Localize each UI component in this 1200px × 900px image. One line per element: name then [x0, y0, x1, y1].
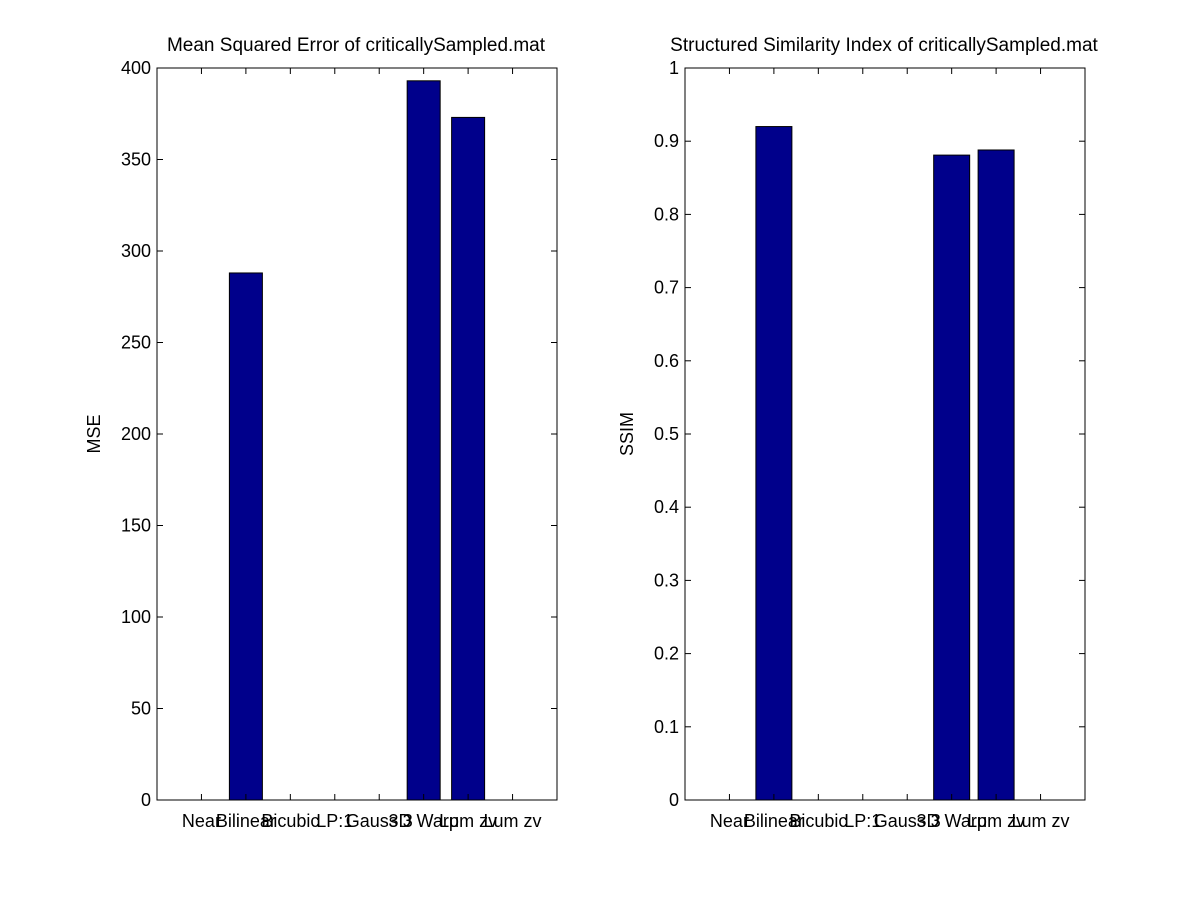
chart-title: Structured Similarity Index of criticall…	[670, 35, 1098, 56]
y-tick-label: 400	[121, 58, 151, 78]
y-tick-label: 300	[121, 241, 151, 261]
x-tick-label: LP:1	[316, 811, 353, 831]
y-tick-label: 1	[669, 58, 679, 78]
x-tick-label: 3D Warp	[388, 811, 458, 831]
plot-area-frame	[156, 67, 558, 801]
y-tick-label: 0.2	[654, 644, 679, 664]
chart-title: Mean Squared Error of criticallySampled.…	[167, 35, 546, 56]
y-tick-label: 0.1	[654, 717, 679, 737]
bar-lum-zv	[977, 149, 1015, 801]
x-tick-label: Lum zv	[439, 811, 497, 831]
bar-bilinear	[228, 272, 263, 801]
x-tick-label: Near	[710, 811, 749, 831]
bar-3d-warp	[406, 80, 441, 801]
y-tick-label: 250	[121, 333, 151, 353]
x-tick-label: Bilinear	[744, 811, 804, 831]
x-tick-label: Near	[182, 811, 221, 831]
x-tick-label: LP:1	[844, 811, 881, 831]
y-tick-label: 100	[121, 607, 151, 627]
plot-area-frame	[684, 67, 1086, 801]
y-tick-label: 0	[141, 790, 151, 810]
x-tick-label: Lum zv	[967, 811, 1025, 831]
y-tick-label: 350	[121, 150, 151, 170]
y-tick-label: 0.3	[654, 570, 679, 590]
x-tick-label: Bilinear	[216, 811, 276, 831]
x-tick-label: Gauss 3	[874, 811, 941, 831]
x-tick-label: Lum zv	[484, 811, 542, 831]
y-tick-label: 0.7	[654, 278, 679, 298]
bar-bilinear	[755, 126, 793, 801]
y-tick-label: 0.6	[654, 351, 679, 371]
ssim-chart-panel: 0 0.1 0.2 0.3 0.4 0.5 0.6 0.7 0.8 0.9 1 NearBilinea…	[617, 35, 1099, 831]
bar-3d-warp	[933, 154, 971, 801]
x-tick-label: 3D Warp	[916, 811, 986, 831]
x-tick-label: Gauss 3	[346, 811, 413, 831]
bar-lum-zv	[451, 116, 486, 801]
y-tick-label: 0.9	[654, 131, 679, 151]
y-axis-label: MSE	[84, 414, 104, 453]
y-axis-label: SSIM	[617, 412, 637, 456]
y-tick-label: 0	[669, 790, 679, 810]
y-tick-label: 0.8	[654, 204, 679, 224]
x-tick-label: Lum zv	[1012, 811, 1070, 831]
x-tick-label: Bicubic	[789, 811, 847, 831]
mse-chart-panel: 0 50 100 150 200 250 300 350 400 NearBilinearBicu…	[84, 35, 558, 831]
y-tick-label: 50	[131, 699, 151, 719]
y-tick-label: 0.5	[654, 424, 679, 444]
y-tick-label: 0.4	[654, 497, 679, 517]
y-tick-label: 150	[121, 516, 151, 536]
x-tick-label: Bicubic	[261, 811, 319, 831]
y-tick-label: 200	[121, 424, 151, 444]
